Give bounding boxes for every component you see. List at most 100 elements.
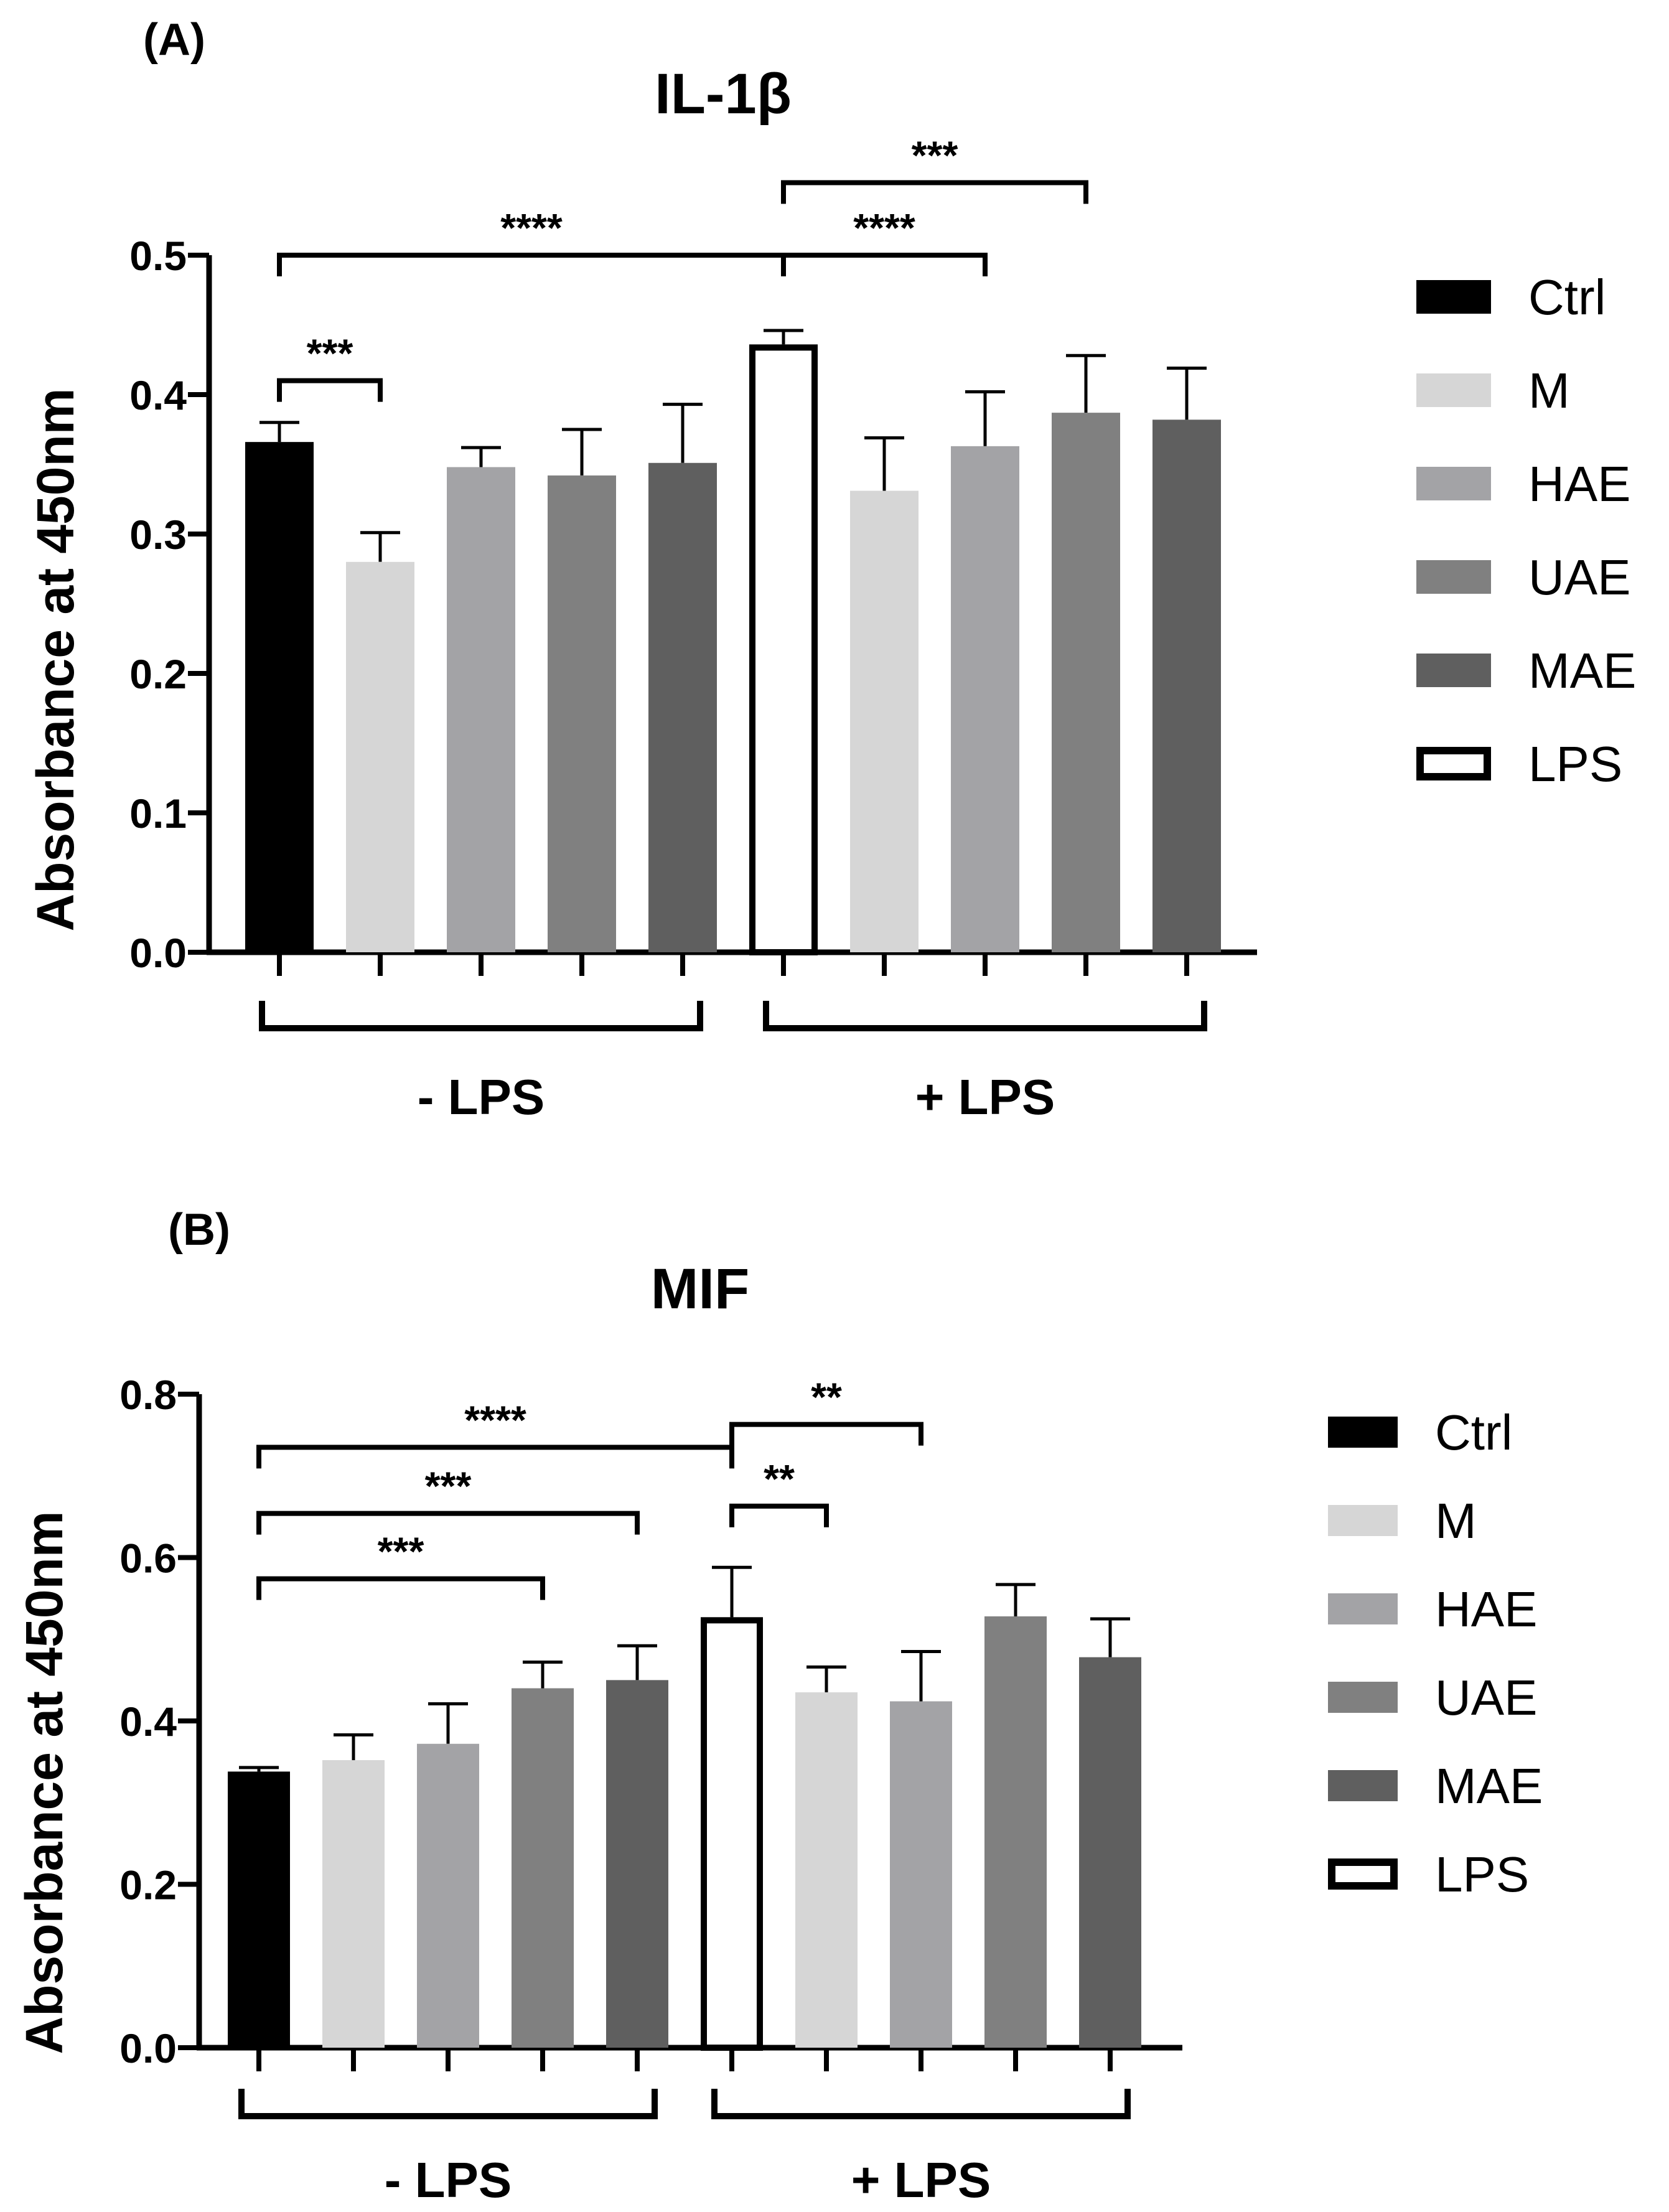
panel-a-sig-label: *** xyxy=(912,133,958,178)
bar-uae xyxy=(512,1688,574,2048)
group-bracket xyxy=(711,2089,1131,2119)
significance-bracket xyxy=(729,1422,923,1446)
bar-m xyxy=(346,561,414,952)
group-bracket xyxy=(238,2089,658,2119)
panel-b-group-label-plus-lps: + LPS xyxy=(851,2152,991,2208)
bar-hae xyxy=(447,467,515,952)
panel-b-ylabel: Absorbance at 450nm xyxy=(15,1511,73,2055)
legend-swatch xyxy=(1328,1858,1398,1890)
panel-a-title: IL-1β xyxy=(655,62,792,126)
significance-bracket xyxy=(256,1445,734,1469)
panel-b-sig-label: ** xyxy=(764,1456,795,1501)
panel-a-plot xyxy=(188,180,1257,1031)
bar-m xyxy=(795,1692,858,2048)
legend-swatch xyxy=(1416,560,1491,594)
panel-a: (A) IL-1β Absorbance at 450nm 0.0 0.1 0.… xyxy=(26,15,1636,1125)
legend-swatch xyxy=(1328,1505,1398,1536)
bar-lps xyxy=(701,1617,763,2051)
legend-label: HAE xyxy=(1435,1582,1538,1637)
legend-item: MAE xyxy=(1416,643,1636,698)
legend-item: Ctrl xyxy=(1416,269,1606,325)
legend-swatch xyxy=(1328,1682,1398,1713)
legend-item: HAE xyxy=(1416,456,1631,512)
panel-a-legend: Ctrl M HAE UAE MAE LPS xyxy=(1416,269,1636,792)
panel-b-ytick: 0.2 xyxy=(119,1862,177,1908)
bar-hae xyxy=(951,446,1019,952)
legend-label: LPS xyxy=(1435,1847,1529,1902)
panel-b-plot xyxy=(178,1392,1182,2119)
panel-a-group-label-minus-lps: - LPS xyxy=(418,1069,545,1125)
legend-swatch xyxy=(1416,654,1491,687)
legend-label: UAE xyxy=(1435,1670,1538,1725)
bar-m xyxy=(850,490,919,952)
panel-b: (B) MIF Absorbance at 450nm 0.0 0.2 0.4 … xyxy=(15,1205,1543,2208)
legend-label: MAE xyxy=(1528,643,1636,698)
significance-bracket xyxy=(277,378,383,402)
significance-bracket xyxy=(277,253,786,276)
legend-item: Ctrl xyxy=(1328,1405,1512,1460)
panel-a-ytick: 0.0 xyxy=(129,930,187,976)
panel-b-ytick: 0.8 xyxy=(119,1372,177,1418)
panel-a-group-labels: - LPS + LPS xyxy=(418,1069,1055,1125)
panel-b-group-labels: - LPS + LPS xyxy=(385,2152,991,2208)
legend-swatch xyxy=(1416,467,1491,500)
panel-a-sig-label: *** xyxy=(307,331,353,376)
legend-label: MAE xyxy=(1435,1758,1543,1814)
bar-hae xyxy=(417,1743,479,2048)
significance-bracket xyxy=(256,1511,640,1535)
panel-b-sig-label: **** xyxy=(464,1397,526,1442)
panel-b-ytick: 0.0 xyxy=(119,2025,177,2071)
legend-swatch xyxy=(1416,280,1491,314)
bar-ctrl xyxy=(245,442,314,952)
legend-swatch xyxy=(1328,1593,1398,1624)
panel-b-ytick: 0.6 xyxy=(119,1535,177,1582)
panel-b-sig-label: *** xyxy=(378,1529,424,1574)
panel-a-sig-label: **** xyxy=(500,205,563,250)
legend-item: MAE xyxy=(1328,1758,1543,1814)
panel-b-sig-labels: *** *** **** ** ** xyxy=(378,1375,842,1574)
legend-item: LPS xyxy=(1416,736,1622,792)
panel-b-title: MIF xyxy=(651,1257,749,1321)
bar-mae xyxy=(606,1680,668,2048)
bar-hae xyxy=(890,1701,952,2048)
bar-ctrl xyxy=(228,1771,290,2048)
bar-uae xyxy=(1052,413,1120,952)
panel-b-label: (B) xyxy=(168,1205,230,1255)
legend-swatch xyxy=(1416,373,1491,407)
panel-b-sig-label: ** xyxy=(811,1375,842,1420)
bar-uae xyxy=(984,1616,1047,2048)
panel-a-ytick: 0.5 xyxy=(129,233,187,279)
bar-m xyxy=(322,1760,385,2048)
panel-b-yticks: 0.0 0.2 0.4 0.6 0.8 xyxy=(119,1372,177,2071)
significance-bracket xyxy=(729,1503,829,1527)
panel-a-label: (A) xyxy=(143,15,205,65)
legend-item: UAE xyxy=(1328,1670,1538,1725)
panel-b-sig-label: *** xyxy=(425,1464,472,1509)
legend-swatch xyxy=(1328,1417,1398,1448)
panel-a-ytick: 0.3 xyxy=(129,512,187,558)
legend-swatch xyxy=(1416,747,1491,780)
legend-item: UAE xyxy=(1416,550,1631,605)
panel-a-sig-labels: *** **** **** *** xyxy=(307,133,958,376)
legend-label: LPS xyxy=(1528,736,1622,792)
group-bracket xyxy=(259,1001,703,1031)
legend-swatch xyxy=(1328,1770,1398,1801)
legend-item: LPS xyxy=(1328,1847,1529,1902)
significance-bracket xyxy=(781,180,1088,204)
bar-lps xyxy=(749,344,818,955)
legend-label: Ctrl xyxy=(1435,1405,1512,1460)
panel-a-ytick: 0.1 xyxy=(129,790,187,837)
panel-b-group-label-minus-lps: - LPS xyxy=(385,2152,512,2208)
group-bracket xyxy=(763,1001,1207,1031)
panel-b-ytick: 0.4 xyxy=(119,1699,177,1745)
significance-bracket xyxy=(781,253,988,276)
legend-item: M xyxy=(1328,1493,1477,1549)
panel-b-legend: Ctrl M HAE UAE MAE LPS xyxy=(1328,1405,1543,1902)
bar-uae xyxy=(548,475,616,952)
legend-label: Ctrl xyxy=(1528,269,1606,325)
panel-a-ylabel: Absorbance at 450nm xyxy=(26,388,85,932)
bar-mae xyxy=(648,462,717,952)
panel-a-ytick: 0.2 xyxy=(129,651,187,697)
panel-a-ytick: 0.4 xyxy=(129,372,187,418)
